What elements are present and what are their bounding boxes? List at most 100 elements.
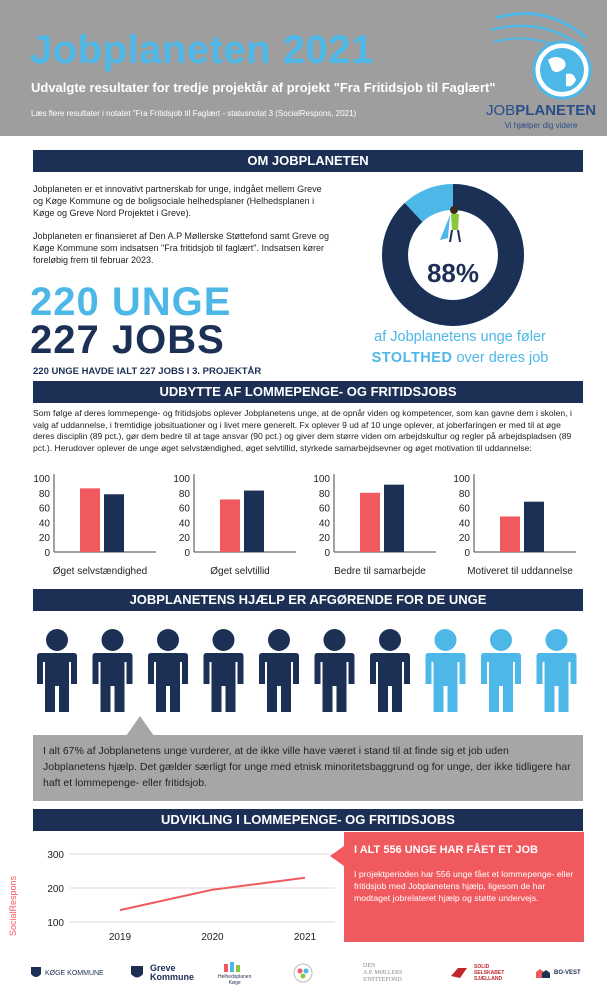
callout-pointer [126,716,154,736]
y-tick-label: 60 [319,504,331,515]
bar-navy [384,484,404,552]
person-icon [314,629,355,712]
y-tick-label: 100 [47,918,64,929]
bar-red [80,488,100,552]
y-tick-label: 40 [39,518,51,529]
x-tick-label: 2020 [201,932,224,943]
y-tick-label: 60 [39,504,51,515]
logo-greve-nord [292,955,314,991]
category-label: Motiveret til uddannelse [467,566,573,577]
greve-nord-icon [293,963,313,983]
total-jobs-title: I ALT 556 UNGE HAR FÅET ET JOB [354,844,538,856]
helhedsplanen-icon [224,962,241,972]
section-bar-udvikling: UDVIKLING I LOMMEPENGE- OG FRITIDSJOBS [33,809,583,831]
page-title: Jobplaneten 2021 [30,28,374,72]
y-tick-label: 40 [179,518,191,529]
person-icon [481,629,521,712]
category-label: Øget selvstændighed [53,566,148,577]
person-icon [425,629,466,712]
logo-helhedsplanen-koege: Helhedsplanen Køge [215,955,251,991]
people-pictogram [37,629,577,712]
person-icon [92,629,133,712]
person-icon [148,629,188,712]
bo-vest-house-icon [536,969,550,978]
y-tick-label: 20 [179,533,191,544]
superhero-icon [440,206,461,243]
koege-crest-icon [31,967,41,977]
y-tick-label: 80 [39,489,51,500]
total-jobs-box: I ALT 556 UNGE HAR FÅET ET JOB I projekt… [344,832,584,942]
y-tick-label: 40 [319,518,331,529]
read-more-note: Læs flere resultater i notatet "Fra Frit… [31,109,357,118]
bar-red [360,492,380,552]
big-stat-caption: 220 UNGE HAVDE IALT 227 JOBS I 3. PROJEK… [33,366,262,377]
person-icon [370,629,410,712]
section-bar-om: OM JOBPLANETEN [33,150,583,172]
y-tick-label: 0 [44,548,50,559]
y-tick-label: 300 [47,850,64,861]
y-tick-label: 80 [459,489,471,500]
solid-mark-icon [451,968,467,978]
y-tick-label: 200 [47,884,64,895]
y-tick-label: 20 [319,533,331,544]
donut-value-arc [382,184,524,326]
udbytte-paragraph: Som følge af deres lommepenge- og fritid… [33,408,572,453]
jobplaneten-logo: JOBPLANETEN Vi hjælper dig videre [486,8,596,130]
y-tick-label: 80 [179,489,191,500]
redbox-pointer [330,846,344,866]
bar-navy [244,490,264,552]
section-bar-udbytte: UDBYTTE AF LOMMEPENGE- OG FRITIDSJOBS [33,381,583,403]
y-tick-label: 20 [459,533,471,544]
about-paragraph-1: Jobplaneten er et innovativt partnerskab… [33,184,322,218]
logo-koege-kommune: KØGE KOMMUNE [30,955,104,991]
bar-navy [104,494,124,552]
big-stat-youth: 220 UNGE [30,280,232,324]
logo-greve-kommune: Greve Kommune [130,955,194,991]
page-subtitle: Udvalgte resultater for tredje projektår… [31,80,496,95]
section-bar-hjaelp: JOBPLANETENS HJÆLP ER AFGØRENDE FOR DE U… [33,589,583,611]
y-tick-label: 100 [33,474,50,485]
greve-crest-icon [131,966,143,978]
y-tick-label: 80 [319,489,331,500]
logo-solid-selskabet: SOLID SELSKABET SJÆLLAND [450,955,504,991]
category-label: Øget selvtillid [210,566,269,577]
line-chart-jobs: 100 200 300 2019 2020 2021 [47,850,335,943]
donut-caption-rest: over deres job [452,350,549,366]
y-tick-label: 100 [173,474,190,485]
total-jobs-text: I projektperioden har 556 unge fået et l… [354,869,574,903]
category-label: Bedre til samarbejde [334,566,426,577]
x-tick-label: 2019 [109,932,132,943]
help-callout-text: I alt 67% af Jobplanetens unge vurderer,… [43,745,571,789]
logo-wordmark: JOBPLANETEN [486,102,597,119]
donut-caption-strong: STOLTHED [371,350,453,366]
big-stat-jobs: 227 JOBS [30,318,225,362]
about-paragraph-2: Jobplaneten er finansieret af Den A.P Mø… [33,231,329,265]
y-tick-label: 0 [464,548,470,559]
bar-red [500,516,520,552]
series-line [119,876,306,912]
bar-navy [524,501,544,552]
person-icon [203,629,244,712]
y-tick-label: 0 [184,548,190,559]
globe-icon [490,12,592,100]
y-tick-label: 100 [313,474,330,485]
side-label-text: SocialRespons [8,875,18,936]
y-tick-label: 40 [459,518,471,529]
y-tick-label: 20 [39,533,51,544]
logo-bo-vest: BO-VEST [535,955,581,991]
y-tick-label: 0 [324,548,330,559]
pride-donut-chart [382,184,524,326]
y-tick-label: 60 [459,504,471,515]
x-tick-label: 2021 [294,932,317,943]
help-callout: I alt 67% af Jobplanetens unge vurderer,… [33,735,583,801]
logo-tagline: Vi hjælper dig videre [504,121,578,130]
y-tick-label: 100 [453,474,470,485]
donut-caption-line1: af Jobplanetens unge føler [374,329,546,345]
logo-ap-moller-fond: DEN A.P. MØLLERS STØTTEFOND [363,962,403,983]
donut-caption-line2: STOLTHED over deres job [340,350,580,366]
socialrespons-side-label: SocialRespons [8,875,18,936]
bar-red [220,499,240,552]
person-icon [259,629,299,712]
header-banner: Jobplaneten 2021 Udvalgte resultater for… [0,0,607,136]
